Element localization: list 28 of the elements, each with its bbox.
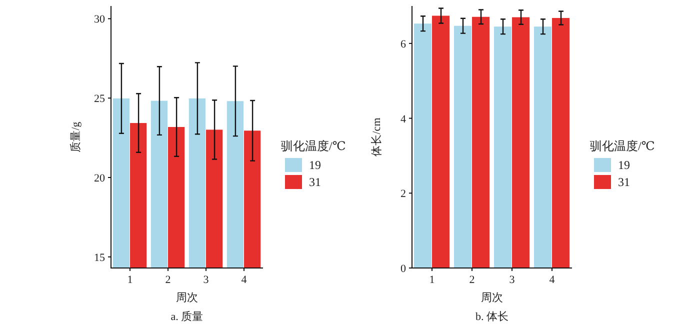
x-tick-label: 4 (549, 274, 556, 286)
x-tick-label: 1 (127, 274, 133, 286)
legend-label: 19 (309, 158, 321, 172)
y-tick-label: 20 (94, 172, 106, 184)
x-tick-label: 2 (165, 274, 171, 286)
x-tick-label: 4 (241, 274, 248, 286)
y-tick-label: 4 (400, 113, 406, 126)
y-axis-title: 质量/g (69, 121, 82, 152)
legend-label: 19 (618, 158, 630, 172)
y-tick-label: 25 (94, 93, 106, 106)
x-tick-label: 3 (509, 274, 516, 286)
x-axis-title: 周次 (481, 292, 503, 304)
text: a. 质量 (170, 310, 204, 323)
y-tick-label: 6 (400, 38, 406, 50)
y-tick-label: 15 (94, 252, 106, 264)
text: b. 体长 (476, 310, 508, 323)
x-tick-label: 2 (469, 274, 475, 286)
legend-label: 31 (309, 175, 321, 189)
legend-title: 驯化温度/℃ (590, 139, 655, 153)
x-axis-title: 周次 (176, 292, 198, 304)
legend-title: 驯化温度/℃ (281, 139, 346, 153)
x-tick-label: 3 (203, 274, 210, 286)
x-tick-label: 1 (429, 274, 435, 286)
y-tick-label: 2 (400, 188, 406, 200)
y-tick-label: 30 (94, 14, 106, 26)
legend-label: 31 (618, 175, 630, 189)
y-axis-title: 体长/cm (370, 117, 383, 156)
y-tick-label: 0 (400, 263, 406, 275)
